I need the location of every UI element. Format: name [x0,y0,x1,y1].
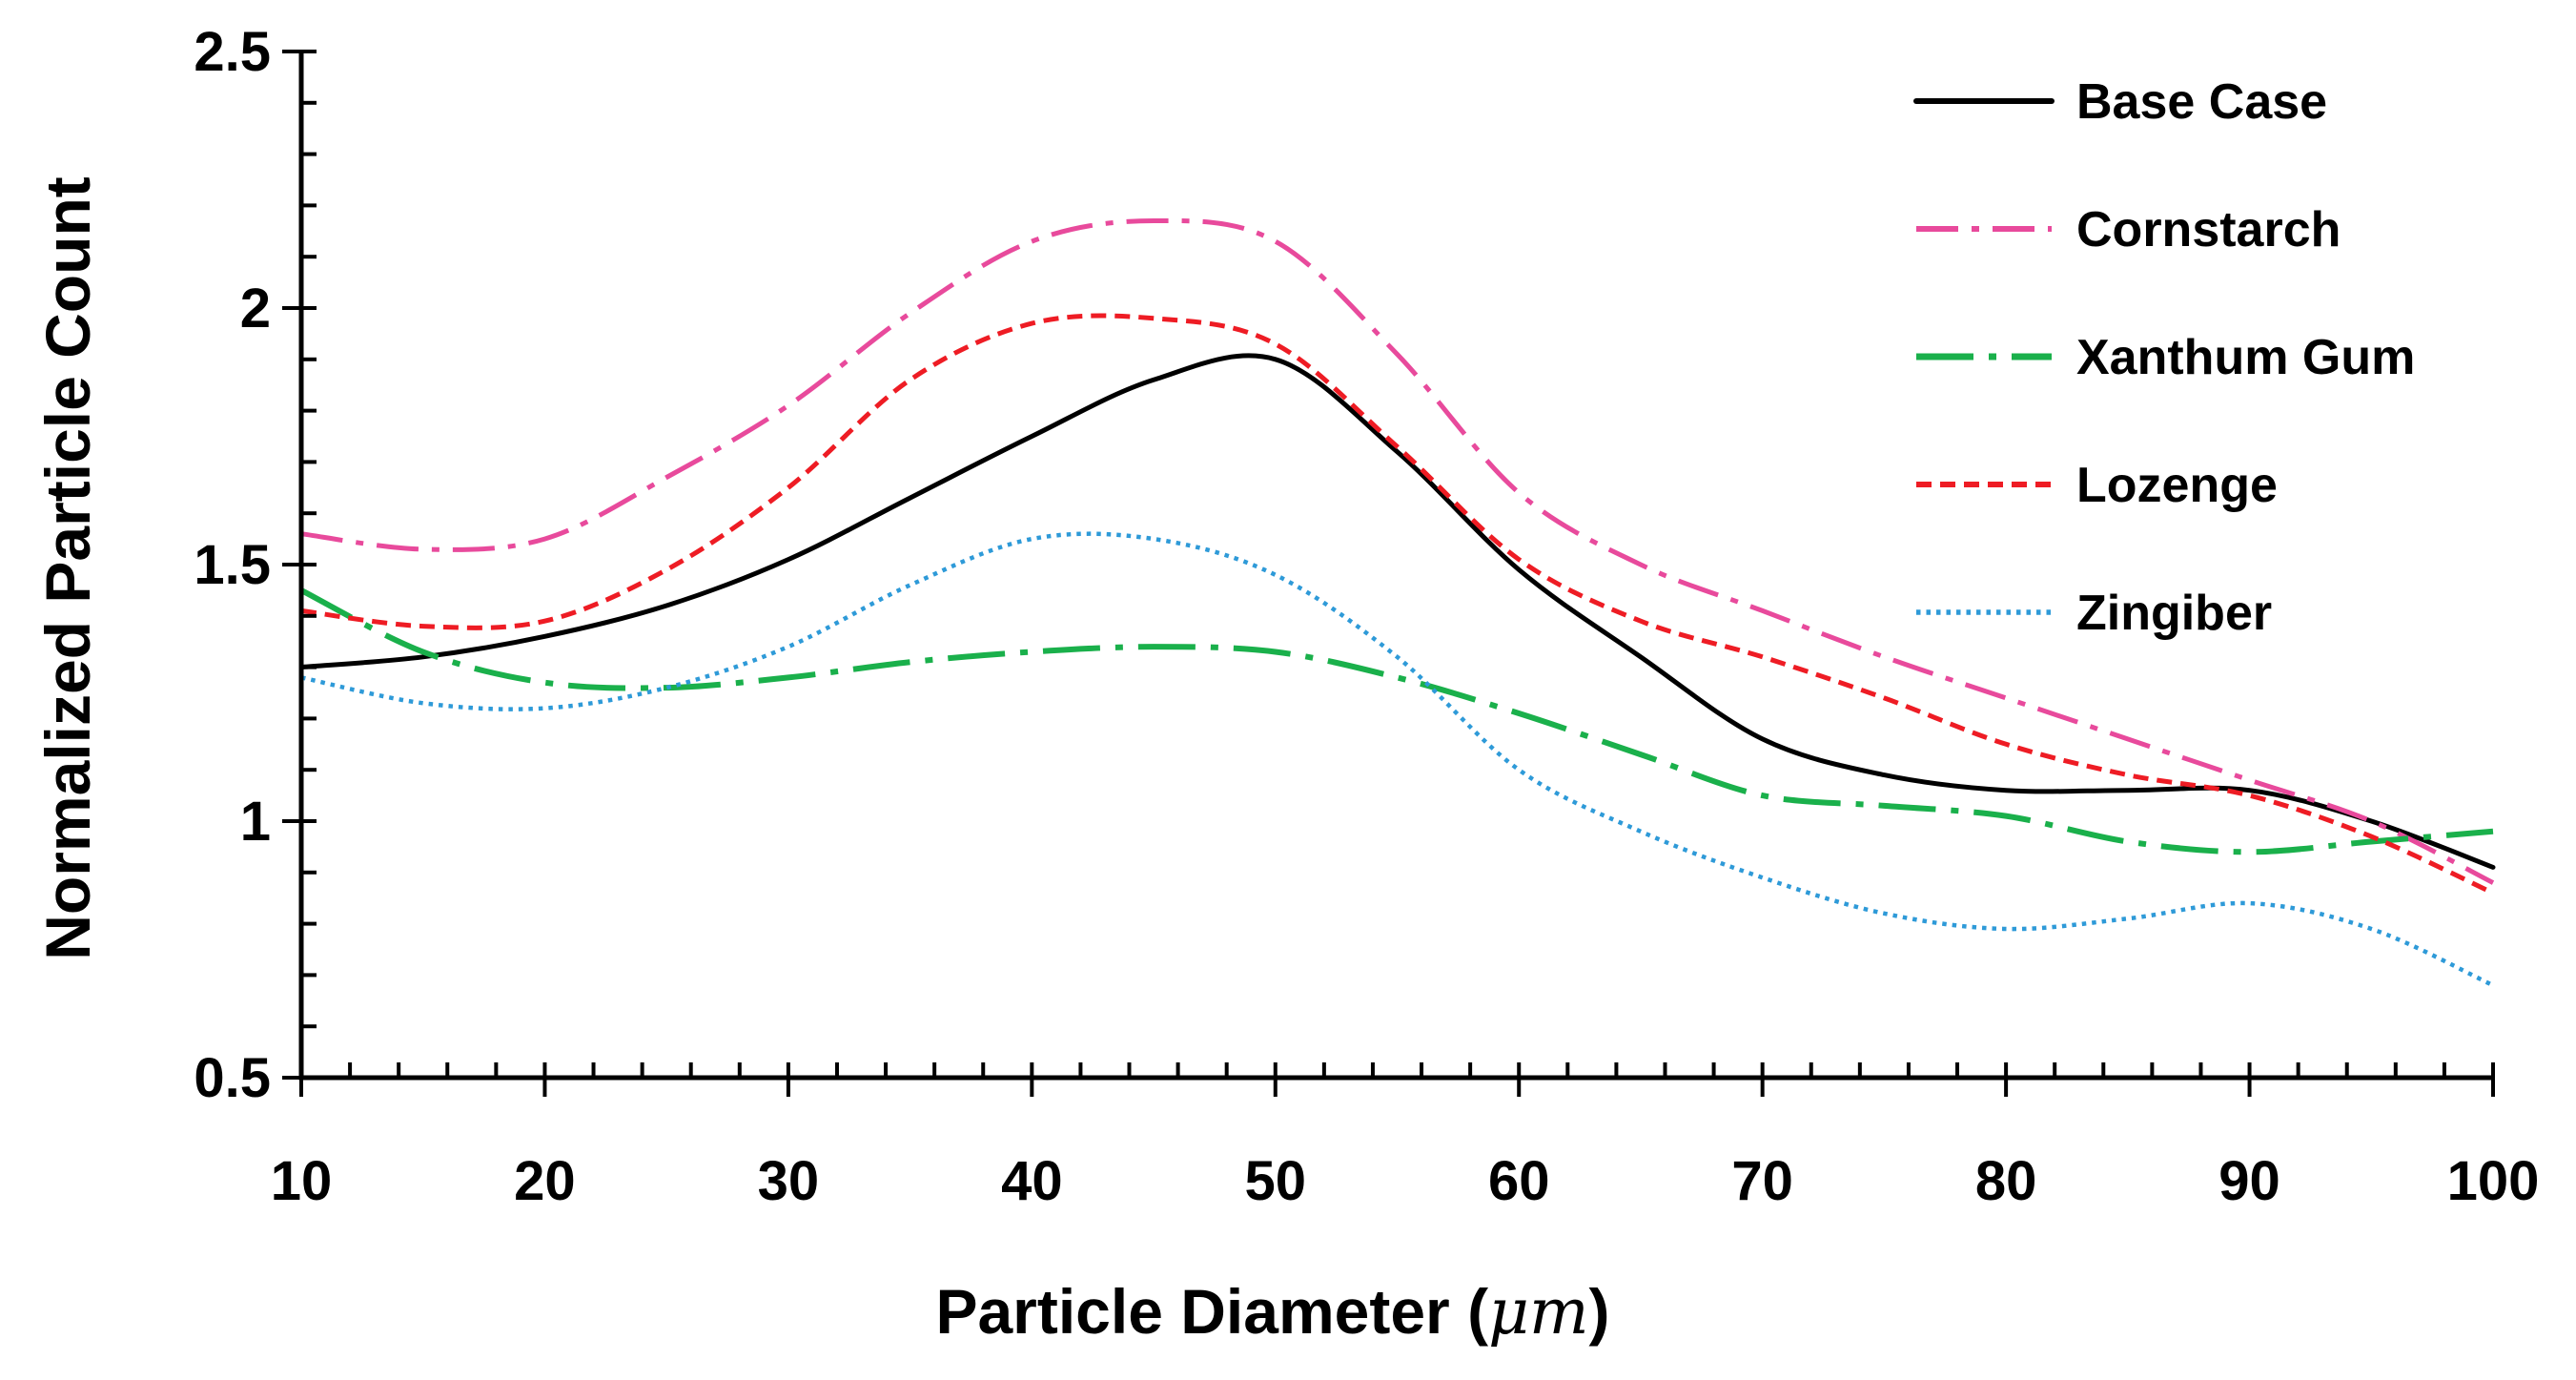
x-tick-label: 80 [1975,1150,2037,1212]
x-tick-label: 40 [1001,1150,1063,1212]
x-tick-label: 70 [1731,1150,1793,1212]
series-line-cornstarch [300,217,2495,885]
legend-label: Lozenge [2076,458,2278,513]
series-line-base-case [298,353,2496,870]
x-axis-title-close: ) [1589,1276,1610,1347]
y-tick-label: 1.5 [194,534,271,596]
x-tick-label: 60 [1488,1150,1550,1212]
legend-label: Base Case [2076,74,2327,130]
y-axis-title: Normalized Particle Count [32,176,103,960]
legend-label: Cornstarch [2076,202,2341,257]
y-tick-labels: 0.5 1 1.5 2 2.5 [194,21,271,1109]
y-tick-label: 2.5 [194,21,271,83]
y-tick-label: 1 [240,791,271,853]
plot-lines [298,217,2496,988]
x-axis-title: Particle Diameter (μm) [935,1275,1609,1349]
legend: Base Case Cornstarch Xanthum Gum Lozenge Zin… [1913,74,2415,641]
x-tick-label: 90 [2218,1150,2280,1212]
legend-label: Zingiber [2076,586,2272,641]
axes [282,50,2495,1097]
x-tick-label: 50 [1245,1150,1307,1212]
x-tick-labels: 10 20 30 40 50 60 70 80 90 100 [271,1150,2540,1212]
y-tick-label: 0.5 [194,1047,271,1109]
series-line-xanthum-gum [299,587,2494,855]
x-tick-label: 30 [758,1150,820,1212]
x-axis-title-unit: μm [1488,1275,1588,1349]
legend-item-zingiber: Zingiber [1916,586,2272,641]
x-tick-label: 20 [514,1150,576,1212]
legend-item-cornstarch: Cornstarch [1916,202,2341,257]
legend-item-xanthum-gum: Xanthum Gum [1916,330,2415,385]
y-tick-label: 2 [240,278,271,340]
legend-item-base-case: Base Case [1913,74,2327,130]
legend-label: Xanthum Gum [2076,330,2415,385]
x-tick-label: 10 [271,1150,333,1212]
x-axis-title-text: Particle Diameter ( [935,1276,1488,1347]
series-line-zingiber [300,531,2494,988]
series-line-lozenge [300,313,2495,896]
legend-item-lozenge: Lozenge [1916,458,2278,513]
x-tick-label: 100 [2447,1150,2540,1212]
